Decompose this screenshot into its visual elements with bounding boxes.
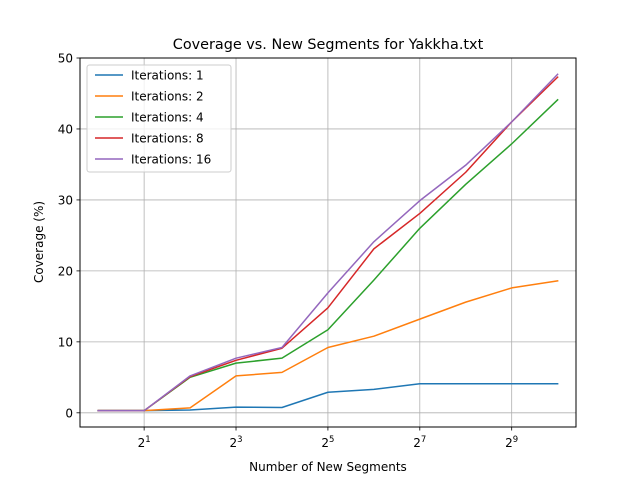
series-line bbox=[97, 382, 559, 412]
x-tick-label: 25 bbox=[321, 435, 334, 450]
legend: Iterations: 1 Iterations: 2 Iterations: 4 I… bbox=[86, 64, 232, 173]
x-tick-label: 23 bbox=[229, 435, 242, 450]
x-axis: 21 23 25 27 29 bbox=[138, 427, 518, 450]
x-axis-label: Number of New Segments bbox=[249, 460, 407, 474]
legend-label: Iterations: 8 bbox=[131, 132, 204, 146]
x-tick-base: 2 bbox=[413, 436, 421, 450]
x-tick-exponent: 5 bbox=[329, 435, 334, 445]
x-tick-base: 2 bbox=[229, 436, 237, 450]
y-tick-label: 0 bbox=[65, 406, 73, 420]
y-axis-label: Coverage (%) bbox=[32, 201, 46, 283]
legend-label: Iterations: 4 bbox=[131, 111, 204, 125]
y-tick-label: 20 bbox=[58, 264, 73, 278]
y-tick-label: 40 bbox=[58, 122, 73, 136]
series-layer bbox=[97, 73, 559, 412]
x-tick-label: 29 bbox=[505, 435, 518, 450]
legend-box bbox=[86, 64, 232, 173]
legend-label: Iterations: 1 bbox=[131, 69, 204, 83]
series-line bbox=[97, 279, 559, 412]
x-tick-base: 2 bbox=[505, 436, 513, 450]
y-axis: 0 10 20 30 40 50 bbox=[58, 52, 80, 420]
x-tick-exponent: 3 bbox=[237, 435, 242, 445]
legend-label: Iterations: 16 bbox=[131, 153, 211, 167]
y-tick-label: 30 bbox=[58, 193, 73, 207]
y-tick-label: 50 bbox=[58, 52, 73, 66]
y-tick-label: 10 bbox=[58, 335, 73, 349]
series-line bbox=[97, 73, 559, 412]
chart-title: Coverage vs. New Segments for Yakkha.txt bbox=[173, 37, 484, 53]
x-tick-label: 27 bbox=[413, 435, 426, 450]
x-tick-exponent: 9 bbox=[513, 435, 518, 445]
x-tick-base: 2 bbox=[138, 436, 146, 450]
x-tick-exponent: 7 bbox=[421, 435, 426, 445]
x-tick-exponent: 1 bbox=[145, 435, 150, 445]
x-tick-label: 21 bbox=[138, 435, 151, 450]
legend-label: Iterations: 2 bbox=[131, 90, 204, 104]
x-tick-base: 2 bbox=[321, 436, 329, 450]
